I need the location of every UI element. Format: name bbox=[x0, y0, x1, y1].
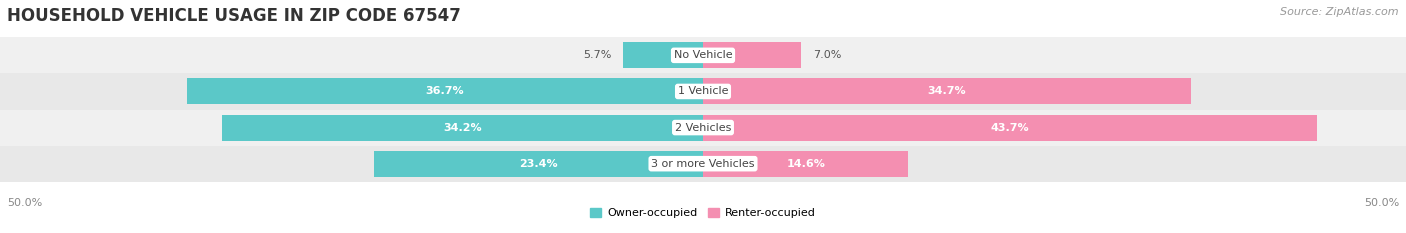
Text: 5.7%: 5.7% bbox=[583, 50, 612, 60]
Text: 34.2%: 34.2% bbox=[443, 123, 482, 133]
Bar bbox=[623, 42, 703, 68]
Text: 2 Vehicles: 2 Vehicles bbox=[675, 123, 731, 133]
Text: 7.0%: 7.0% bbox=[813, 50, 841, 60]
Legend: Owner-occupied, Renter-occupied: Owner-occupied, Renter-occupied bbox=[586, 203, 820, 223]
Text: No Vehicle: No Vehicle bbox=[673, 50, 733, 60]
Text: 43.7%: 43.7% bbox=[991, 123, 1029, 133]
Text: 36.7%: 36.7% bbox=[426, 86, 464, 96]
Text: Source: ZipAtlas.com: Source: ZipAtlas.com bbox=[1281, 7, 1399, 17]
Bar bbox=[703, 79, 1191, 104]
Bar bbox=[703, 42, 801, 68]
Bar bbox=[187, 79, 703, 104]
Bar bbox=[0, 146, 1406, 182]
Bar bbox=[0, 37, 1406, 73]
Bar bbox=[703, 115, 1317, 140]
Text: 14.6%: 14.6% bbox=[786, 159, 825, 169]
Text: 3 or more Vehicles: 3 or more Vehicles bbox=[651, 159, 755, 169]
Bar bbox=[703, 151, 908, 177]
Text: 1 Vehicle: 1 Vehicle bbox=[678, 86, 728, 96]
Bar bbox=[222, 115, 703, 140]
Text: 50.0%: 50.0% bbox=[1364, 198, 1399, 208]
Bar bbox=[0, 73, 1406, 110]
Text: 23.4%: 23.4% bbox=[519, 159, 558, 169]
Text: HOUSEHOLD VEHICLE USAGE IN ZIP CODE 67547: HOUSEHOLD VEHICLE USAGE IN ZIP CODE 6754… bbox=[7, 7, 461, 25]
Text: 34.7%: 34.7% bbox=[928, 86, 966, 96]
Text: 50.0%: 50.0% bbox=[7, 198, 42, 208]
Bar bbox=[374, 151, 703, 177]
Bar bbox=[0, 110, 1406, 146]
